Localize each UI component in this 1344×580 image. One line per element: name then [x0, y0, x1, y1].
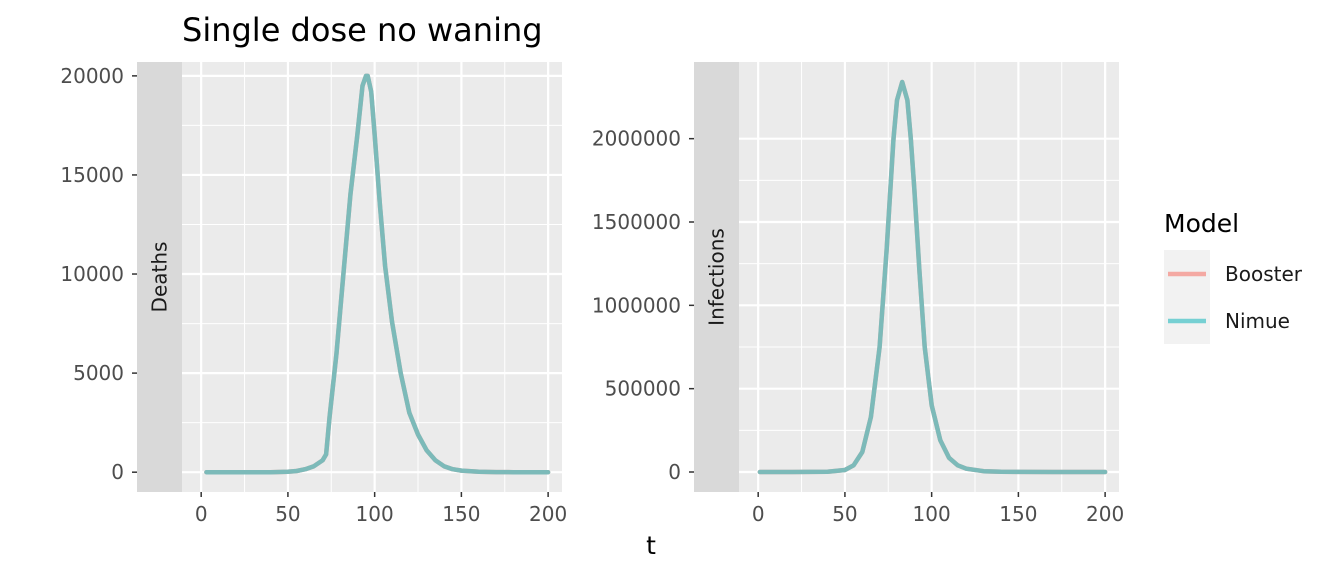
- x-tick-label: 0: [752, 502, 765, 526]
- y-tick-label: 20000: [60, 64, 124, 88]
- x-tick-label: 100: [913, 502, 951, 526]
- y-tick-label: 1000000: [592, 293, 681, 317]
- x-tick-label: 150: [999, 502, 1037, 526]
- shared-x-axis-label: t: [646, 531, 656, 560]
- y-tick-label: 5000: [73, 361, 124, 385]
- y-tick-label: 0: [111, 460, 124, 484]
- panel-background: [137, 62, 562, 492]
- x-tick-label: 100: [356, 502, 394, 526]
- y-tick-label: 15000: [60, 163, 124, 187]
- x-tick-label: 50: [275, 502, 300, 526]
- y-tick-label: 2000000: [592, 127, 681, 151]
- facet-strip-label: Infections: [705, 228, 729, 326]
- y-tick-label: 500000: [605, 377, 681, 401]
- series-line-nimue: [204, 73, 551, 475]
- legend-label-nimue: Nimue: [1225, 309, 1290, 333]
- x-tick-label: 50: [832, 502, 857, 526]
- y-tick-label: 0: [668, 460, 681, 484]
- panel-background: [694, 62, 1119, 492]
- facet-panel-deaths: Deaths 0 5000 10000 15000 20000 0 50 100 150 200: [60, 62, 567, 526]
- legend-key-background: [1164, 250, 1210, 344]
- facet-strip-label: Deaths: [148, 242, 172, 313]
- x-tick-label: 0: [195, 502, 208, 526]
- series-line-nimue: [757, 79, 1108, 475]
- x-tick-label: 200: [1086, 502, 1124, 526]
- x-tick-label: 200: [529, 502, 567, 526]
- y-tick-label: 1500000: [592, 210, 681, 234]
- legend-items: Booster Nimue: [1168, 262, 1303, 333]
- x-tick-label: 150: [442, 502, 480, 526]
- legend-title: Model: [1164, 209, 1239, 238]
- facet-panel-infections: Infections 0 500000 1000000 1500000 2000000 0 5…: [592, 62, 1124, 526]
- y-tick-label: 10000: [60, 262, 124, 286]
- legend: Model Booster Nimue: [1164, 209, 1303, 344]
- chart-title: Single dose no waning: [182, 11, 543, 49]
- facet-strip: [694, 62, 739, 492]
- legend-label-booster: Booster: [1225, 262, 1303, 286]
- facet-strip: [137, 62, 182, 492]
